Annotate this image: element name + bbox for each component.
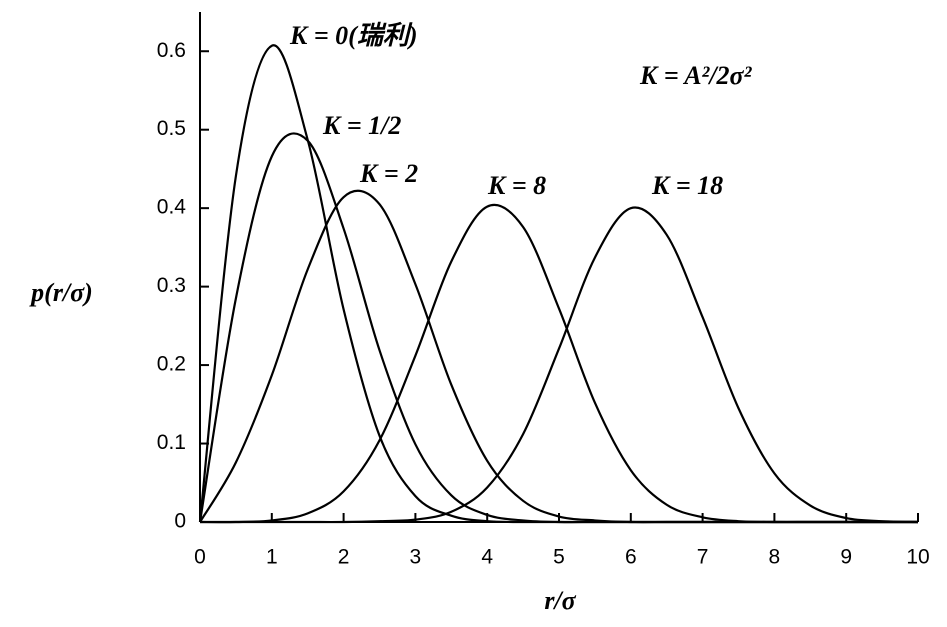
x-tick-label: 2 — [338, 546, 350, 569]
curve — [199, 203, 918, 524]
y-tick-label: 0.4 — [157, 196, 187, 219]
x-tick-label: 5 — [553, 546, 565, 569]
curve-label: K = 8 — [487, 171, 546, 200]
curve-label: K = 2 — [359, 159, 418, 188]
x-tick-label: 3 — [410, 546, 422, 569]
y-tick-label: 0.6 — [157, 39, 186, 62]
annotation: K = A²/2σ² — [639, 61, 753, 90]
y-tick-label: 0 — [174, 510, 186, 533]
curve-label: K = 1/2 — [322, 111, 401, 140]
y-tick-label: 0.1 — [157, 431, 186, 454]
x-tick-label: 10 — [906, 546, 929, 569]
x-axis-label: r/σ — [544, 586, 576, 615]
x-tick-label: 9 — [840, 546, 852, 569]
curve — [199, 189, 918, 524]
y-axis-label: p(r/σ) — [29, 278, 93, 307]
curve — [200, 206, 919, 524]
curve-label: K = 18 — [651, 171, 723, 200]
x-tick-label: 7 — [697, 546, 709, 569]
curve-label: K = 0(瑞利) — [289, 21, 417, 50]
x-tick-label: 4 — [481, 546, 493, 569]
curve — [198, 44, 918, 524]
y-tick-label: 0.5 — [157, 117, 186, 140]
y-tick-label: 0.2 — [157, 353, 186, 376]
curve — [198, 132, 918, 524]
x-tick-label: 1 — [266, 546, 278, 569]
x-tick-label: 6 — [625, 546, 637, 569]
x-tick-label: 0 — [194, 546, 206, 569]
y-tick-label: 0.3 — [157, 274, 186, 297]
x-tick-label: 8 — [769, 546, 781, 569]
